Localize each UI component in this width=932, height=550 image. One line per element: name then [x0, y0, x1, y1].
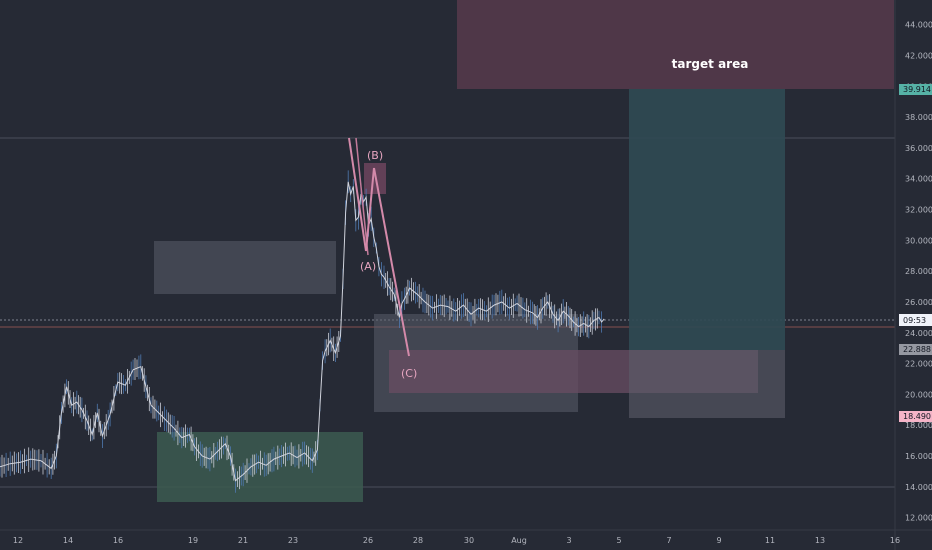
resistance-zone	[154, 241, 336, 294]
x-tick-label: 11	[765, 536, 775, 545]
y-tick-label: 38.000	[905, 113, 932, 122]
y-tick-label: 16.000	[905, 452, 932, 461]
wave-line-up	[365, 167, 375, 252]
y-tick-label: 14.000	[905, 483, 932, 492]
y-tick-label: 24.000	[905, 329, 932, 338]
x-tick-label: 14	[63, 536, 73, 545]
y-tick-label: 34.000	[905, 175, 932, 184]
x-tick-label: 13	[815, 536, 825, 545]
y-tick-label: 44.000	[905, 21, 932, 30]
x-tick-label: 16	[113, 536, 123, 545]
x-tick-label: 21	[238, 536, 248, 545]
wave-label-a: (A)	[360, 260, 376, 273]
wave-line-down-1	[348, 137, 367, 252]
price-series-line	[0, 181, 605, 482]
support-price-badge-bg	[899, 344, 932, 355]
wave-label-c: (C)	[401, 367, 417, 380]
x-tick-label: 16	[890, 536, 900, 545]
target-price-badge-bg	[899, 84, 932, 95]
x-tick-label: 19	[188, 536, 198, 545]
projection-risk-zone	[629, 350, 785, 418]
countdown-badge-bg	[899, 314, 932, 326]
x-tick-label: 5	[616, 536, 621, 545]
y-tick-label: 30.000	[905, 236, 932, 245]
y-tick-label: 42.000	[905, 52, 932, 61]
support-price-badge: 22.888	[903, 345, 931, 354]
projection-reward-zone	[629, 89, 785, 350]
target-area-label: target area	[672, 57, 749, 71]
x-tick-label: 30	[464, 536, 474, 545]
y-tick-label: 22.000	[905, 360, 932, 369]
x-tick-label: Aug	[511, 536, 527, 545]
x-tick-label: 3	[566, 536, 571, 545]
x-tick-label: 23	[288, 536, 298, 545]
y-tick-label: 28.000	[905, 267, 932, 276]
wave-line-down-c	[373, 167, 410, 357]
target-zone-pink	[457, 0, 894, 89]
wave-label-b: (B)	[367, 149, 383, 162]
x-tick-label: 12	[13, 536, 23, 545]
stop-price-badge-bg	[899, 411, 932, 422]
y-tick-label: 20.000	[905, 390, 932, 399]
y-tick-label: 18.000	[905, 421, 932, 430]
y-tick-label: 36.000	[905, 144, 932, 153]
countdown-badge: 09:53	[903, 316, 926, 325]
x-tick-label: 26	[363, 536, 373, 545]
stop-price-badge: 18.490	[903, 412, 931, 421]
wave-line-down-2	[355, 137, 369, 256]
target-price-badge: 39.914	[903, 85, 931, 94]
x-tick-label: 28	[413, 536, 423, 545]
x-tick-label: 9	[716, 536, 721, 545]
y-tick-label: 12.000	[905, 514, 932, 523]
y-tick-label: 32.000	[905, 206, 932, 215]
y-tick-label: 26.000	[905, 298, 932, 307]
x-tick-label: 7	[666, 536, 671, 545]
